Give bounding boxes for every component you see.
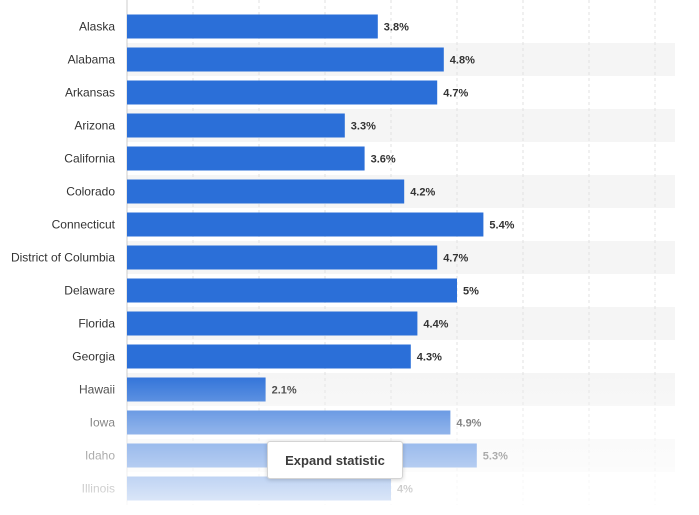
value-label: 4.2%	[410, 187, 435, 199]
bar	[127, 377, 266, 402]
bar	[127, 14, 378, 39]
category-label: Colorado	[66, 185, 115, 199]
bar	[127, 311, 418, 336]
category-label: Hawaii	[79, 383, 115, 397]
category-label: Idaho	[85, 449, 115, 463]
value-label: 5.4%	[489, 220, 514, 232]
bar	[127, 245, 438, 270]
category-labels: Alaska Alabama Arkansas Arizona California Co…	[11, 20, 116, 496]
category-label: Alabama	[68, 53, 116, 67]
bar	[127, 278, 457, 303]
category-label: Florida	[78, 317, 115, 331]
category-label: California	[64, 152, 115, 166]
bar	[127, 212, 484, 237]
category-label: Illinois	[82, 482, 115, 496]
bar	[127, 113, 345, 138]
category-label: Iowa	[90, 416, 116, 430]
value-label: 4.7%	[443, 88, 468, 100]
bar	[127, 146, 365, 171]
category-label: Connecticut	[52, 218, 116, 232]
value-label: 4.3%	[417, 352, 442, 364]
category-label: District of Columbia	[11, 251, 115, 265]
value-label: 4.4%	[423, 319, 448, 331]
value-label: 4.7%	[443, 253, 468, 265]
bar	[127, 179, 405, 204]
value-label: 4.9%	[456, 418, 481, 430]
category-label: Delaware	[64, 284, 115, 298]
bar	[127, 344, 411, 369]
value-label: 4.8%	[450, 55, 475, 67]
bars	[127, 14, 484, 501]
value-label: 2.1%	[272, 385, 297, 397]
expand-statistic-button[interactable]: Expand statistic	[267, 441, 403, 479]
category-label: Arizona	[74, 119, 115, 133]
bar	[127, 47, 444, 72]
value-label: 3.3%	[351, 121, 376, 133]
bar	[127, 476, 391, 501]
bar	[127, 80, 438, 105]
value-label: 4%	[397, 484, 413, 496]
bar	[127, 410, 451, 435]
value-label: 5.3%	[483, 451, 508, 463]
value-label: 3.8%	[384, 22, 409, 34]
category-label: Alaska	[79, 20, 115, 34]
value-label: 5%	[463, 286, 479, 298]
category-label: Arkansas	[65, 86, 115, 100]
category-label: Georgia	[72, 350, 115, 364]
value-label: 3.6%	[371, 154, 396, 166]
